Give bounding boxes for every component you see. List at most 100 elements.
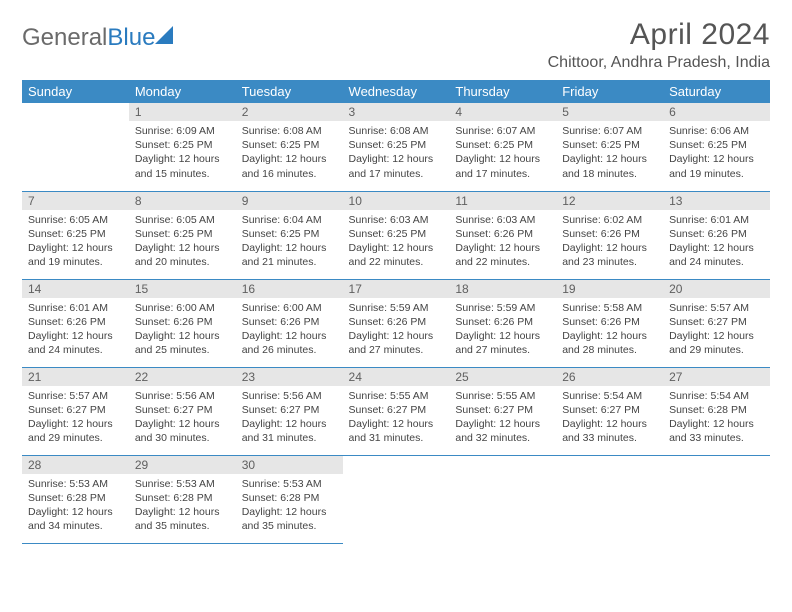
day-details: Sunrise: 5:55 AMSunset: 6:27 PMDaylight:…	[449, 386, 556, 450]
sunrise-text: Sunrise: 5:53 AM	[28, 477, 123, 491]
daylight-line2: and 28 minutes.	[562, 343, 657, 357]
calendar-cell: 27Sunrise: 5:54 AMSunset: 6:28 PMDayligh…	[663, 367, 770, 455]
day-details: Sunrise: 6:02 AMSunset: 6:26 PMDaylight:…	[556, 210, 663, 274]
sunrise-text: Sunrise: 5:54 AM	[669, 389, 764, 403]
daylight-line2: and 35 minutes.	[135, 519, 230, 533]
day-number: 9	[236, 192, 343, 210]
calendar-cell: 3Sunrise: 6:08 AMSunset: 6:25 PMDaylight…	[343, 103, 450, 191]
day-number: 7	[22, 192, 129, 210]
daylight-line2: and 33 minutes.	[562, 431, 657, 445]
daylight-line2: and 19 minutes.	[28, 255, 123, 269]
day-details: Sunrise: 5:56 AMSunset: 6:27 PMDaylight:…	[236, 386, 343, 450]
calendar-cell: 24Sunrise: 5:55 AMSunset: 6:27 PMDayligh…	[343, 367, 450, 455]
calendar-week-row: 28Sunrise: 5:53 AMSunset: 6:28 PMDayligh…	[22, 455, 770, 543]
sunset-text: Sunset: 6:27 PM	[242, 403, 337, 417]
daylight-line1: Daylight: 12 hours	[28, 241, 123, 255]
sunrise-text: Sunrise: 6:00 AM	[135, 301, 230, 315]
calendar-cell	[449, 455, 556, 543]
daylight-line1: Daylight: 12 hours	[349, 152, 444, 166]
daylight-line2: and 25 minutes.	[135, 343, 230, 357]
day-details: Sunrise: 6:08 AMSunset: 6:25 PMDaylight:…	[236, 121, 343, 185]
calendar-cell: 16Sunrise: 6:00 AMSunset: 6:26 PMDayligh…	[236, 279, 343, 367]
location-subtitle: Chittoor, Andhra Pradesh, India	[548, 54, 770, 72]
day-number: 14	[22, 280, 129, 298]
daylight-line1: Daylight: 12 hours	[669, 241, 764, 255]
calendar-cell: 30Sunrise: 5:53 AMSunset: 6:28 PMDayligh…	[236, 455, 343, 543]
day-details: Sunrise: 5:53 AMSunset: 6:28 PMDaylight:…	[22, 474, 129, 538]
sunset-text: Sunset: 6:25 PM	[349, 227, 444, 241]
day-number: 4	[449, 103, 556, 121]
day-number: 30	[236, 456, 343, 474]
sunrise-text: Sunrise: 5:53 AM	[242, 477, 337, 491]
sunrise-text: Sunrise: 6:02 AM	[562, 213, 657, 227]
day-details: Sunrise: 6:03 AMSunset: 6:26 PMDaylight:…	[449, 210, 556, 274]
sunset-text: Sunset: 6:26 PM	[28, 315, 123, 329]
sunset-text: Sunset: 6:27 PM	[349, 403, 444, 417]
daylight-line2: and 20 minutes.	[135, 255, 230, 269]
sunrise-text: Sunrise: 6:05 AM	[135, 213, 230, 227]
daylight-line2: and 18 minutes.	[562, 167, 657, 181]
calendar-cell: 11Sunrise: 6:03 AMSunset: 6:26 PMDayligh…	[449, 191, 556, 279]
brand-triangle-icon	[155, 26, 173, 44]
daylight-line1: Daylight: 12 hours	[135, 329, 230, 343]
day-details: Sunrise: 6:00 AMSunset: 6:26 PMDaylight:…	[129, 298, 236, 362]
calendar-cell: 8Sunrise: 6:05 AMSunset: 6:25 PMDaylight…	[129, 191, 236, 279]
daylight-line2: and 29 minutes.	[669, 343, 764, 357]
day-details: Sunrise: 5:57 AMSunset: 6:27 PMDaylight:…	[22, 386, 129, 450]
calendar-cell: 28Sunrise: 5:53 AMSunset: 6:28 PMDayligh…	[22, 455, 129, 543]
daylight-line2: and 21 minutes.	[242, 255, 337, 269]
day-details: Sunrise: 6:04 AMSunset: 6:25 PMDaylight:…	[236, 210, 343, 274]
sunset-text: Sunset: 6:25 PM	[135, 227, 230, 241]
daylight-line1: Daylight: 12 hours	[242, 241, 337, 255]
calendar-week-row: 7Sunrise: 6:05 AMSunset: 6:25 PMDaylight…	[22, 191, 770, 279]
brand-logo: GeneralBlue	[22, 18, 173, 52]
calendar-cell: 10Sunrise: 6:03 AMSunset: 6:25 PMDayligh…	[343, 191, 450, 279]
month-title: April 2024	[548, 18, 770, 52]
page-header: GeneralBlue April 2024 Chittoor, Andhra …	[22, 18, 770, 72]
day-number: 16	[236, 280, 343, 298]
day-number: 8	[129, 192, 236, 210]
calendar-cell: 25Sunrise: 5:55 AMSunset: 6:27 PMDayligh…	[449, 367, 556, 455]
sunrise-text: Sunrise: 5:56 AM	[242, 389, 337, 403]
daylight-line1: Daylight: 12 hours	[669, 417, 764, 431]
day-number: 20	[663, 280, 770, 298]
calendar-cell: 12Sunrise: 6:02 AMSunset: 6:26 PMDayligh…	[556, 191, 663, 279]
calendar-cell: 6Sunrise: 6:06 AMSunset: 6:25 PMDaylight…	[663, 103, 770, 191]
calendar-cell: 21Sunrise: 5:57 AMSunset: 6:27 PMDayligh…	[22, 367, 129, 455]
sunrise-text: Sunrise: 6:08 AM	[242, 124, 337, 138]
day-details: Sunrise: 6:07 AMSunset: 6:25 PMDaylight:…	[556, 121, 663, 185]
day-details: Sunrise: 5:58 AMSunset: 6:26 PMDaylight:…	[556, 298, 663, 362]
day-number: 29	[129, 456, 236, 474]
day-details: Sunrise: 5:59 AMSunset: 6:26 PMDaylight:…	[449, 298, 556, 362]
sunset-text: Sunset: 6:26 PM	[242, 315, 337, 329]
calendar-cell: 19Sunrise: 5:58 AMSunset: 6:26 PMDayligh…	[556, 279, 663, 367]
calendar-cell: 20Sunrise: 5:57 AMSunset: 6:27 PMDayligh…	[663, 279, 770, 367]
calendar-cell: 2Sunrise: 6:08 AMSunset: 6:25 PMDaylight…	[236, 103, 343, 191]
day-details: Sunrise: 6:07 AMSunset: 6:25 PMDaylight:…	[449, 121, 556, 185]
weekday-header: Friday	[556, 80, 663, 103]
calendar-cell: 7Sunrise: 6:05 AMSunset: 6:25 PMDaylight…	[22, 191, 129, 279]
sunrise-text: Sunrise: 6:06 AM	[669, 124, 764, 138]
calendar-cell: 29Sunrise: 5:53 AMSunset: 6:28 PMDayligh…	[129, 455, 236, 543]
sunset-text: Sunset: 6:26 PM	[669, 227, 764, 241]
daylight-line1: Daylight: 12 hours	[455, 329, 550, 343]
sunrise-text: Sunrise: 6:07 AM	[562, 124, 657, 138]
day-number: 10	[343, 192, 450, 210]
day-number: 17	[343, 280, 450, 298]
daylight-line1: Daylight: 12 hours	[242, 505, 337, 519]
daylight-line1: Daylight: 12 hours	[242, 152, 337, 166]
day-number: 21	[22, 368, 129, 386]
day-details: Sunrise: 6:05 AMSunset: 6:25 PMDaylight:…	[129, 210, 236, 274]
daylight-line1: Daylight: 12 hours	[562, 152, 657, 166]
sunset-text: Sunset: 6:26 PM	[562, 227, 657, 241]
day-details: Sunrise: 6:08 AMSunset: 6:25 PMDaylight:…	[343, 121, 450, 185]
sunrise-text: Sunrise: 5:59 AM	[455, 301, 550, 315]
sunset-text: Sunset: 6:27 PM	[455, 403, 550, 417]
sunrise-text: Sunrise: 6:08 AM	[349, 124, 444, 138]
calendar-cell: 4Sunrise: 6:07 AMSunset: 6:25 PMDaylight…	[449, 103, 556, 191]
daylight-line1: Daylight: 12 hours	[28, 417, 123, 431]
daylight-line1: Daylight: 12 hours	[135, 417, 230, 431]
sunset-text: Sunset: 6:27 PM	[135, 403, 230, 417]
calendar-cell: 14Sunrise: 6:01 AMSunset: 6:26 PMDayligh…	[22, 279, 129, 367]
day-details: Sunrise: 5:53 AMSunset: 6:28 PMDaylight:…	[236, 474, 343, 538]
